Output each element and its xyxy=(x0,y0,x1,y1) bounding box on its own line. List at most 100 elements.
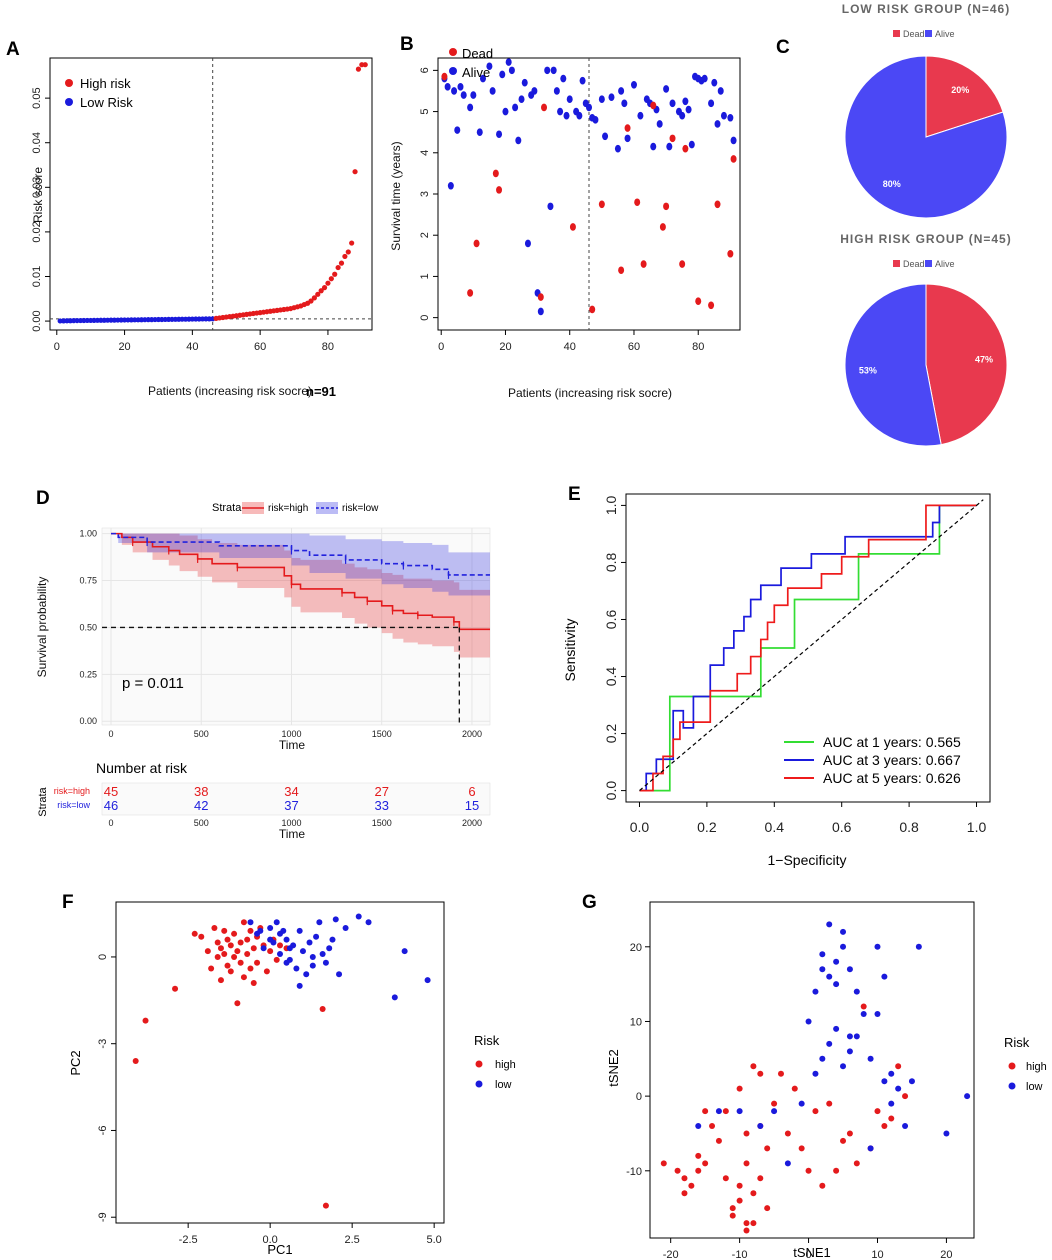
tsne-low-point xyxy=(805,1018,812,1025)
pca-low-point xyxy=(296,982,303,989)
pca-low-point xyxy=(257,927,264,934)
tsne-low-point xyxy=(715,1108,722,1115)
pie-slice-label: 80% xyxy=(883,179,901,189)
tsne-low-point xyxy=(826,1040,833,1047)
pca-high-point xyxy=(254,959,261,966)
dead-point xyxy=(569,223,576,231)
alive-point xyxy=(656,120,663,128)
tsne-high-point xyxy=(743,1220,750,1227)
pca-high-point xyxy=(227,942,234,949)
dead-point xyxy=(618,266,625,275)
high-risk-point xyxy=(335,264,341,271)
km-y-tick-label: 0.75 xyxy=(79,576,97,586)
tsne-high-point xyxy=(729,1212,736,1219)
pca-high-point xyxy=(208,965,215,972)
tsne-high-point xyxy=(702,1108,709,1115)
tsne-high-point xyxy=(702,1160,709,1167)
legend-label-alive-b: Alive xyxy=(462,65,490,80)
pca-high-point xyxy=(240,974,247,981)
tsne-low-point xyxy=(819,966,826,973)
roc-curve-1y xyxy=(639,504,977,792)
dead-point xyxy=(589,305,596,314)
x-tick-label: -2.5 xyxy=(179,1234,198,1246)
tsne-low-point xyxy=(888,1070,895,1077)
pca-legend-label-high: high xyxy=(495,1059,516,1071)
pca-legend-title: Risk xyxy=(474,1033,500,1048)
tsne-high-point xyxy=(722,1175,729,1182)
x-tick-label: 0 xyxy=(438,341,444,353)
pca-low-point xyxy=(332,916,339,923)
alive-point xyxy=(730,136,737,145)
km-y-tick-label: 1.00 xyxy=(79,529,97,539)
risk-table-cell: 34 xyxy=(284,784,298,799)
tsne-high-point xyxy=(812,1108,819,1115)
tsne-high-point xyxy=(715,1137,722,1144)
km-xlabel: Time xyxy=(279,738,306,752)
dead-point xyxy=(659,223,666,231)
y-tick-label: 5 xyxy=(419,109,431,115)
high-risk-point xyxy=(315,291,321,297)
pca-low-point xyxy=(303,971,310,978)
pca-high-point xyxy=(273,956,280,963)
pca-low-point xyxy=(293,965,300,972)
tsne-high-point xyxy=(860,1003,867,1010)
roc-y-axis: 0.0 0.2 0.4 0.6 0.8 1.0 xyxy=(603,495,626,800)
pie-slice-label: 47% xyxy=(975,355,993,365)
tsne-high-point xyxy=(846,1130,853,1137)
dead-point xyxy=(650,101,657,110)
pie-slice-label: 53% xyxy=(859,365,877,375)
points-b xyxy=(441,58,737,316)
km-legend-label-low: risk=low xyxy=(342,503,379,514)
tsne-high-point xyxy=(895,1063,902,1070)
alive-point xyxy=(496,130,503,139)
pca-low-point xyxy=(322,959,329,966)
tsne-low-point xyxy=(798,1100,805,1107)
roc-legend-label-3y: AUC at 3 years: 0.667 xyxy=(823,752,961,768)
x-tick-label: 0 xyxy=(805,1249,811,1260)
pca-low-point xyxy=(329,936,336,943)
pca-low-point xyxy=(296,927,303,934)
risk-table-x-tick-label: 1500 xyxy=(372,818,392,828)
tsne-high-point xyxy=(853,1160,860,1167)
pca-low-point xyxy=(277,951,283,958)
y-tick-label: 0.05 xyxy=(31,87,43,108)
dead-point xyxy=(714,200,721,209)
tsne-low-point xyxy=(771,1108,778,1115)
alive-point xyxy=(608,93,615,101)
pca-low-point xyxy=(336,971,343,978)
high-risk-point xyxy=(352,169,358,175)
alive-point xyxy=(470,91,477,99)
tsne-low-point xyxy=(846,1048,853,1055)
pca-high-point xyxy=(231,953,238,960)
tsne-ylabel: tSNE2 xyxy=(606,1049,621,1087)
alive-point xyxy=(502,107,509,116)
tsne-high-point xyxy=(764,1205,771,1212)
high-risk-point xyxy=(318,288,324,294)
pca-high-point xyxy=(277,942,283,949)
tsne-points xyxy=(660,921,971,1234)
pca-high-point xyxy=(221,927,228,934)
x-tick-label: 2.5 xyxy=(345,1234,360,1246)
risk-table-x-tick-label: 1000 xyxy=(281,818,301,828)
km-confidence-bands xyxy=(111,533,490,658)
y-tick-label: 0.01 xyxy=(31,266,43,287)
high-risk-point xyxy=(311,295,317,301)
tsne-high-point xyxy=(688,1182,695,1189)
x-tick-label: 0 xyxy=(54,341,60,353)
pie-high-risk: 47% 53% xyxy=(844,283,1008,447)
alive-point xyxy=(586,103,592,112)
alive-point xyxy=(602,132,609,141)
tsne-high-point xyxy=(695,1152,702,1159)
tsne-high-point xyxy=(681,1175,688,1182)
pca-high-point xyxy=(237,939,244,946)
alive-point xyxy=(663,85,670,93)
tsne-low-point xyxy=(853,988,860,995)
panel-label-g: G xyxy=(582,892,597,913)
roc-curve-5y xyxy=(639,504,977,792)
alive-point xyxy=(553,87,560,95)
x-tick-label: 60 xyxy=(254,341,266,353)
high-risk-point xyxy=(362,62,368,68)
legend-swatch-high-risk xyxy=(65,79,73,87)
alive-point xyxy=(714,120,721,128)
